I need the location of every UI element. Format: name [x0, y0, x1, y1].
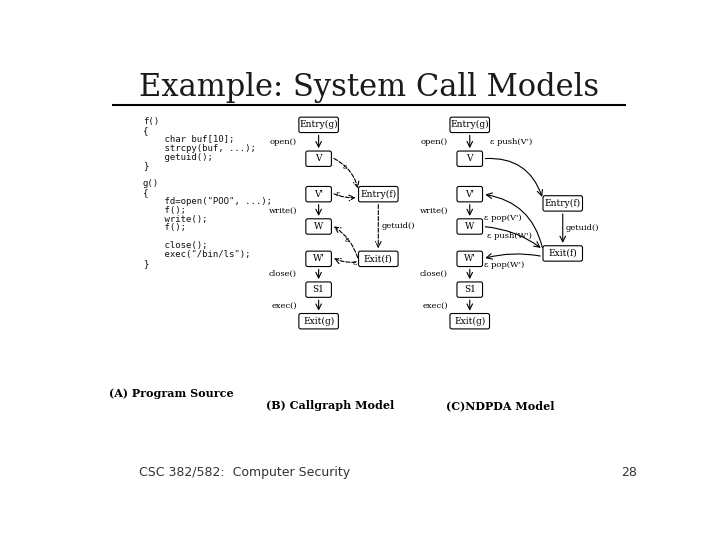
- Text: V: V: [467, 154, 473, 163]
- Text: Exit(g): Exit(g): [303, 316, 334, 326]
- Text: ε pop(V'): ε pop(V'): [485, 214, 522, 221]
- FancyBboxPatch shape: [306, 251, 331, 267]
- Text: getuid(): getuid(): [382, 222, 415, 231]
- Text: W': W': [312, 254, 325, 264]
- FancyBboxPatch shape: [299, 314, 338, 329]
- Text: Exit(f): Exit(f): [549, 249, 577, 258]
- Text: W: W: [465, 222, 474, 231]
- Text: V: V: [315, 154, 322, 163]
- Text: strcpy(buf, ...);: strcpy(buf, ...);: [143, 144, 256, 153]
- Text: ε: ε: [352, 259, 356, 267]
- FancyBboxPatch shape: [359, 186, 398, 202]
- Text: S1: S1: [464, 285, 476, 294]
- Text: Entry(f): Entry(f): [545, 199, 581, 208]
- Text: ε pop(W'): ε pop(W'): [485, 261, 525, 269]
- Text: }: }: [143, 259, 148, 268]
- Text: write(): write(): [269, 206, 297, 214]
- Text: W': W': [464, 254, 476, 264]
- Text: close(): close(): [269, 270, 297, 278]
- Text: fd=open("POO", ...);: fd=open("POO", ...);: [143, 197, 271, 206]
- Text: W: W: [314, 222, 323, 231]
- Text: Entry(g): Entry(g): [451, 120, 489, 130]
- Text: S1: S1: [312, 285, 325, 294]
- Text: ε push(V'): ε push(V'): [490, 138, 532, 146]
- Text: }: }: [143, 161, 148, 171]
- Text: CSC 382/582:  Computer Security: CSC 382/582: Computer Security: [140, 467, 351, 480]
- Text: exec("/bin/ls");: exec("/bin/ls");: [143, 250, 251, 259]
- Text: Entry(g): Entry(g): [300, 120, 338, 130]
- Text: write();: write();: [143, 214, 207, 224]
- Text: {: {: [143, 188, 148, 197]
- Text: V': V': [314, 190, 323, 199]
- Text: open(): open(): [270, 138, 297, 146]
- Text: ε: ε: [343, 163, 347, 171]
- FancyBboxPatch shape: [306, 186, 331, 202]
- Text: {: {: [143, 126, 148, 135]
- Text: open(): open(): [421, 138, 448, 146]
- Text: close(): close(): [420, 270, 448, 278]
- FancyBboxPatch shape: [450, 117, 490, 132]
- Text: f();: f();: [143, 206, 186, 215]
- FancyBboxPatch shape: [457, 219, 482, 234]
- Text: Exit(f): Exit(f): [364, 254, 392, 264]
- Text: getuid();: getuid();: [143, 153, 212, 161]
- Text: ε push(W'): ε push(W'): [487, 232, 531, 240]
- Text: Entry(f): Entry(f): [360, 190, 397, 199]
- Text: write(): write(): [420, 206, 448, 214]
- Text: ε: ε: [345, 235, 349, 244]
- Text: exec(): exec(): [271, 301, 297, 309]
- FancyBboxPatch shape: [306, 282, 331, 298]
- Text: close();: close();: [143, 241, 207, 250]
- Text: (B) Callgraph Model: (B) Callgraph Model: [266, 401, 395, 411]
- FancyBboxPatch shape: [543, 195, 582, 211]
- Text: exec(): exec(): [423, 301, 448, 309]
- Text: g(): g(): [143, 179, 159, 188]
- Text: f();: f();: [143, 224, 186, 232]
- Text: (A) Program Source: (A) Program Source: [109, 388, 234, 399]
- Text: Example: System Call Models: Example: System Call Models: [139, 72, 599, 103]
- FancyBboxPatch shape: [299, 117, 338, 132]
- FancyBboxPatch shape: [359, 251, 398, 267]
- FancyBboxPatch shape: [457, 282, 482, 298]
- Text: (C)NDPDA Model: (C)NDPDA Model: [446, 401, 555, 411]
- FancyBboxPatch shape: [306, 151, 331, 166]
- Text: 28: 28: [621, 467, 636, 480]
- FancyBboxPatch shape: [543, 246, 582, 261]
- Text: Exit(g): Exit(g): [454, 316, 485, 326]
- Text: V': V': [465, 190, 474, 199]
- Text: char buf[10];: char buf[10];: [143, 135, 234, 144]
- FancyBboxPatch shape: [457, 251, 482, 267]
- Text: f(): f(): [143, 117, 159, 126]
- Text: ε: ε: [336, 190, 340, 198]
- FancyBboxPatch shape: [457, 186, 482, 202]
- FancyBboxPatch shape: [306, 219, 331, 234]
- FancyBboxPatch shape: [450, 314, 490, 329]
- FancyBboxPatch shape: [457, 151, 482, 166]
- Text: getuid(): getuid(): [566, 225, 599, 232]
